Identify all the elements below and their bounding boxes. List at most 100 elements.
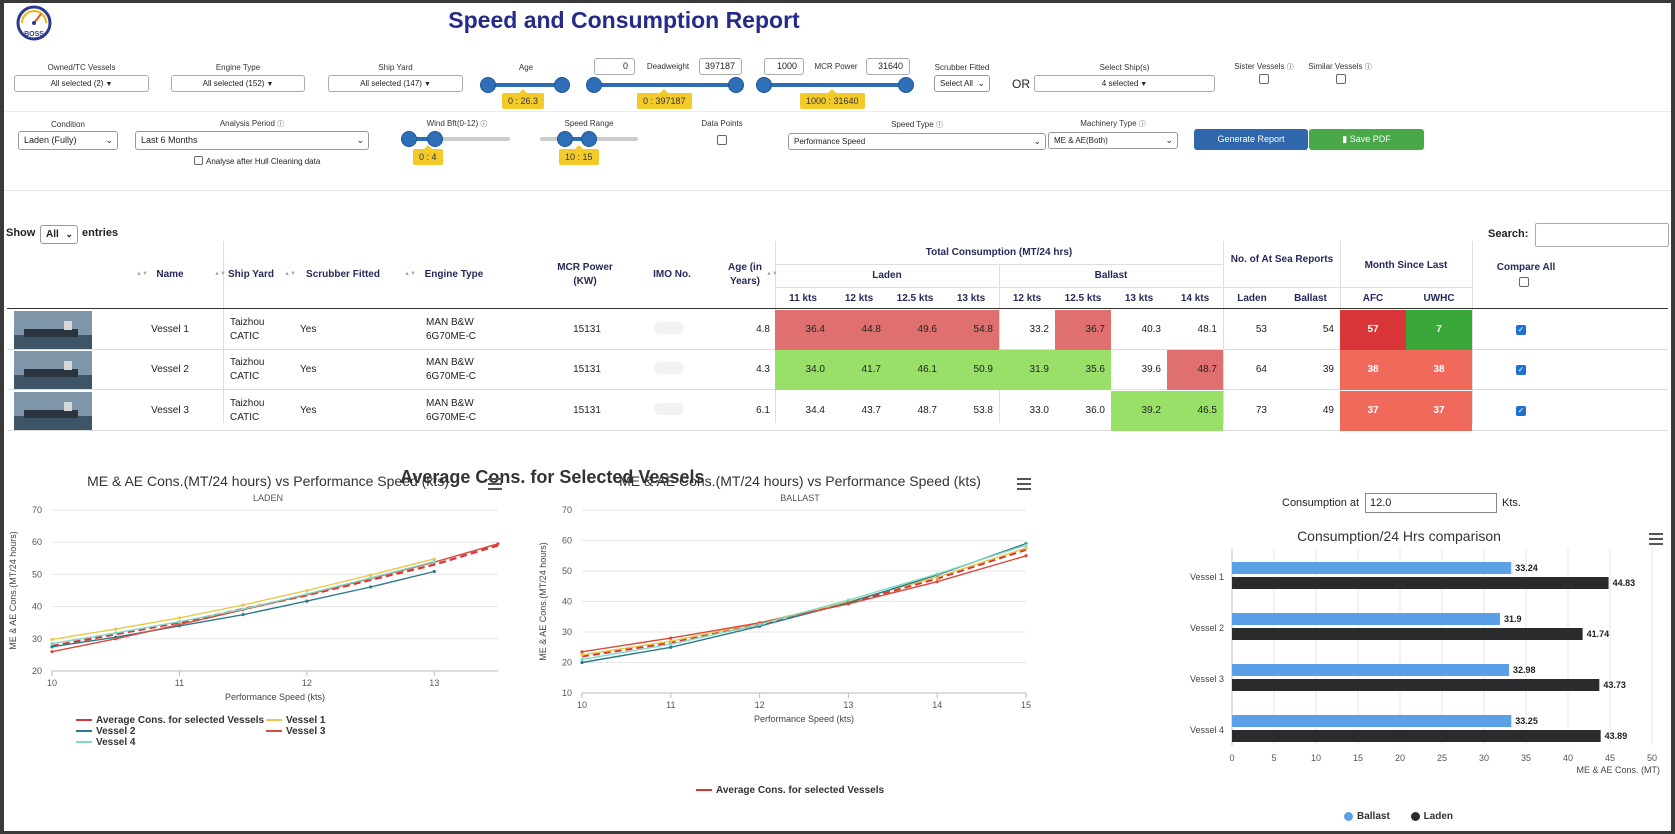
col-laden-12-5[interactable]: 12.5 kts	[896, 293, 934, 304]
col-ballast-12-5[interactable]: 12.5 kts	[1064, 293, 1102, 304]
mcr-slider-track[interactable]	[766, 83, 908, 87]
compare-checkbox[interactable]: ✓	[1516, 325, 1526, 335]
x-axis-title: Performance Speed (kts)	[754, 714, 854, 724]
legend-item: Average Cons. for selected Vessels	[696, 785, 884, 796]
series-point	[368, 576, 373, 580]
analysis-period-label: Analysis Period ⓘ	[219, 119, 285, 128]
mcr-max-input[interactable]: 31640	[866, 58, 910, 75]
x-tick-label: 12	[302, 678, 312, 688]
section-title: Average Cons. for Selected Vessels	[400, 467, 705, 487]
y-tick-label: 20	[562, 658, 572, 668]
series-point	[580, 657, 584, 662]
ballast-chart-menu-icon[interactable]	[1017, 478, 1031, 490]
col-age[interactable]: Age (in Years)	[728, 262, 762, 287]
bar-value-label: 43.89	[1605, 731, 1628, 741]
series-point	[432, 557, 436, 561]
age-slider-track[interactable]	[488, 83, 560, 87]
vessel-name[interactable]: Vessel 3	[151, 405, 189, 416]
speed-range-max-handle[interactable]	[581, 131, 597, 147]
vessel-thumbnail	[14, 311, 92, 349]
col-scrubber[interactable]: Scrubber Fitted	[306, 269, 380, 280]
bar-ballast	[1232, 715, 1512, 727]
col-laden-12[interactable]: 12 kts	[844, 293, 874, 304]
series-point	[305, 599, 309, 603]
col-ballast-14[interactable]: 14 kts	[1180, 293, 1210, 304]
vessel-name[interactable]: Vessel 2	[151, 364, 189, 375]
similar-vessels-label: Similar Vessels ⓘ	[1308, 62, 1372, 71]
uwhc-cell: 38	[1406, 350, 1472, 390]
bar-ballast	[1232, 562, 1512, 574]
col-ship-yard[interactable]: Ship Yard	[228, 269, 274, 280]
engine-type-label: Engine Type	[215, 63, 261, 72]
age-label: Age	[518, 63, 534, 72]
x-tick-label: 10	[47, 678, 57, 688]
y-tick-label: 70	[32, 505, 42, 515]
series-point	[241, 607, 245, 611]
col-at-sea-reports: No. of At Sea Reports	[1230, 254, 1334, 265]
ballast-chart-subtitle: BALLAST	[780, 493, 820, 503]
ballast-cons-cell: 36.7	[1055, 310, 1111, 350]
compare-all-checkbox[interactable]	[1519, 277, 1529, 287]
age-slider-max-handle[interactable]	[554, 77, 570, 93]
deadweight-min-input[interactable]: 0	[594, 58, 635, 75]
col-reports-ballast[interactable]: Ballast	[1294, 293, 1327, 304]
vessel-name[interactable]: Vessel 1	[151, 324, 189, 335]
bar-value-label: 44.83	[1613, 578, 1636, 588]
search-input[interactable]	[1535, 223, 1669, 247]
col-engine[interactable]: Engine Type	[424, 269, 484, 280]
machinery-type-select[interactable]: ME & AE(Both) ⌄	[1048, 132, 1178, 149]
col-laden-13[interactable]: 13 kts	[956, 293, 986, 304]
entries-select[interactable]: All ⌄	[40, 225, 78, 244]
col-mcr[interactable]: MCR Power (KW)	[557, 262, 613, 287]
col-laden-11[interactable]: 11 kts	[789, 293, 817, 304]
comparison-chart-menu-icon[interactable]	[1649, 533, 1663, 545]
laden-chart: 20 30 40 50 60 70 10 11 12 13 Performance Speed (k…	[8, 505, 500, 702]
select-ships-dropdown[interactable]: 4 selected ▼	[1034, 75, 1215, 92]
col-name[interactable]: Name	[156, 269, 184, 280]
laden-chart-title: ME & AE Cons.(MT/24 hours) vs Performanc…	[87, 473, 449, 489]
compare-checkbox[interactable]: ✓	[1516, 365, 1526, 375]
save-pdf-button[interactable]: ▮ Save PDF	[1309, 129, 1424, 150]
deadweight-slider-min-handle[interactable]	[586, 77, 602, 93]
data-points-checkbox[interactable]	[717, 135, 727, 145]
condition-select[interactable]: Laden (Fully) ⌄	[18, 131, 118, 150]
age-slider-min-handle[interactable]	[480, 77, 496, 93]
wind-slider-max-handle[interactable]	[427, 131, 443, 147]
mcr-slider-min-handle[interactable]	[756, 77, 772, 93]
hull-cleaning-checkbox[interactable]	[194, 156, 203, 165]
comparison-chart: 0 5 10 15 20 25 30 35 40 45 50 ME & AE Cons. (MT) Ve…	[1190, 549, 1660, 775]
mcr-slider-max-handle[interactable]	[898, 77, 914, 93]
owned-tc-dropdown[interactable]: All selected (2) ▼	[14, 75, 149, 92]
x-tick-label: 13	[843, 700, 853, 710]
table-row	[7, 391, 1668, 431]
sister-vessels-checkbox[interactable]	[1259, 74, 1269, 84]
generate-report-button[interactable]: Generate Report	[1194, 129, 1308, 150]
search-label: Search:	[1488, 228, 1529, 240]
col-reports-laden[interactable]: Laden	[1237, 293, 1267, 304]
wind-slider-track[interactable]	[408, 137, 510, 141]
analysis-period-select[interactable]: Last 6 Months ⌄	[135, 131, 369, 150]
col-ballast-13[interactable]: 13 kts	[1124, 293, 1154, 304]
engine-type-dropdown[interactable]: All selected (152) ▼	[171, 75, 305, 92]
ship-yard-dropdown[interactable]: All selected (147) ▼	[328, 75, 463, 92]
mcr-min-input[interactable]: 1000	[764, 58, 804, 75]
col-ballast-12[interactable]: 12 kts	[1012, 293, 1042, 304]
compare-checkbox[interactable]: ✓	[1516, 406, 1526, 416]
col-afc[interactable]: AFC	[1362, 293, 1384, 304]
speed-range-min-handle[interactable]	[557, 131, 573, 147]
consumption-speed-input[interactable]: 12.0	[1365, 493, 1497, 513]
series-point	[935, 580, 939, 584]
wind-slider-min-handle[interactable]	[401, 131, 417, 147]
x-tick-label: 15	[1021, 700, 1031, 710]
laden-chart-menu-icon[interactable]	[488, 478, 502, 490]
ballast-chart-legend: Average Cons. for selected Vessels	[696, 785, 956, 796]
scrubber-select[interactable]: Select All ⌄	[934, 75, 990, 92]
deadweight-slider-max-handle[interactable]	[728, 77, 744, 93]
similar-vessels-checkbox[interactable]	[1336, 74, 1346, 84]
col-uwhc[interactable]: UWHC	[1423, 293, 1455, 304]
deadweight-slider-track[interactable]	[596, 83, 738, 87]
speed-type-select[interactable]: Performance Speed ⌄	[788, 133, 1046, 150]
x-tick-label: 35	[1521, 753, 1531, 763]
col-imo[interactable]: IMO No.	[653, 269, 691, 280]
deadweight-max-input[interactable]: 397187	[699, 58, 742, 75]
